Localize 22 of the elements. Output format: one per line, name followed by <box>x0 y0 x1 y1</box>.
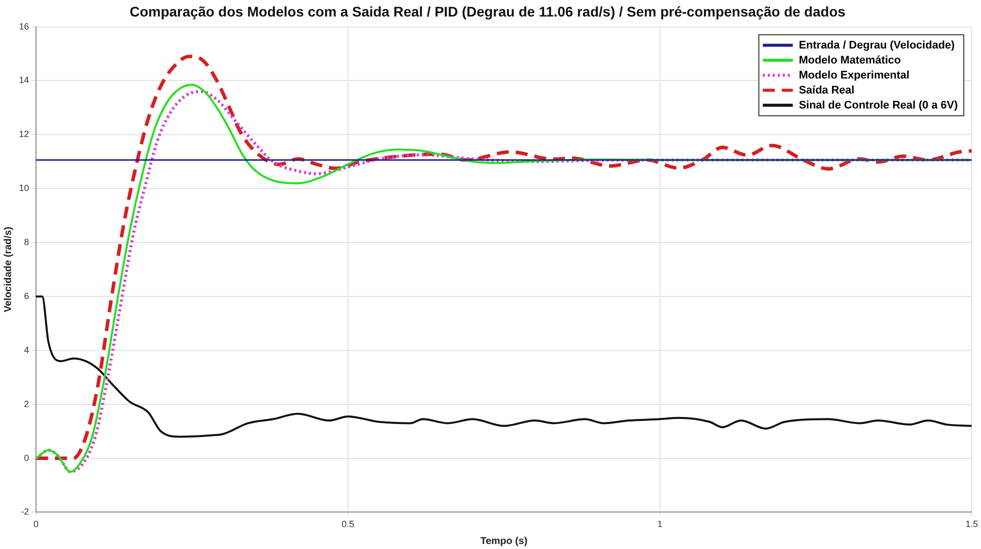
legend-label: Sinal de Controle Real (0 a 6V) <box>798 99 958 112</box>
y-tick-label: 6 <box>24 290 30 301</box>
y-tick-label: 12 <box>18 129 30 140</box>
y-tick-label: 10 <box>18 183 30 194</box>
x-axis-title: Tempo (s) <box>480 536 528 547</box>
y-tick-label: 4 <box>24 344 30 355</box>
y-axis-title: Velocidade (rad/s) <box>2 226 14 312</box>
y-tick-label: 16 <box>18 21 30 32</box>
chart-title: Comparação dos Modelos com a Saida Real / PID (Degrau de 11.06 rad/s) / Sem pré-compensação de dados <box>130 3 846 20</box>
y-tick-label: 0 <box>24 452 30 463</box>
legend-label: Entrada / Degrau (Velocidade) <box>798 39 956 52</box>
legend-label: Modelo Matemático <box>798 54 902 66</box>
x-tick-label: 1 <box>657 519 662 530</box>
x-tick-label: 1.5 <box>965 519 978 530</box>
x-tick-label: 0 <box>34 519 39 530</box>
y-tick-label: 14 <box>18 75 30 86</box>
y-tick-label: -2 <box>20 506 30 517</box>
y-tick-label: 8 <box>24 237 30 248</box>
y-tick-label: 2 <box>24 398 30 409</box>
legend-label: Modelo Experimental <box>798 69 910 82</box>
x-tick-label: 0.5 <box>342 519 354 530</box>
legend-label: Saída Real <box>798 84 854 96</box>
